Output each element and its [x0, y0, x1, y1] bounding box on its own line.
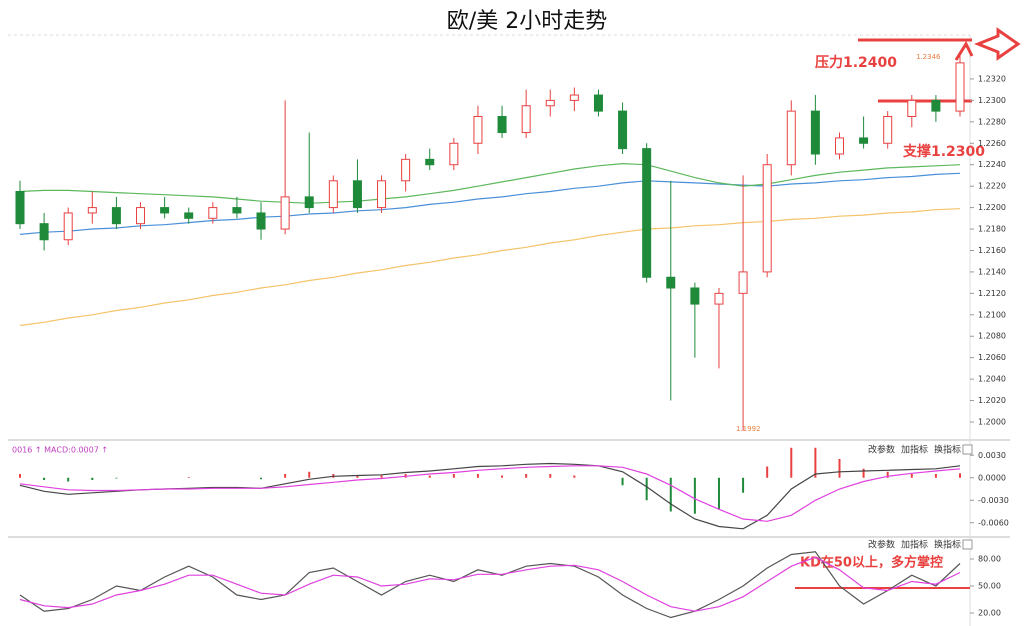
candle-body — [425, 158, 435, 166]
candle-body — [256, 212, 266, 230]
candle-body — [859, 137, 869, 144]
candle-body — [810, 110, 820, 155]
candle-body — [184, 212, 194, 219]
y-tick-label: 0.0000 — [978, 473, 1006, 482]
candle-body — [280, 196, 290, 230]
line — [19, 208, 961, 327]
candle-body — [136, 207, 146, 225]
annotation: KD在50以上，多方掌控 — [800, 555, 943, 571]
line — [19, 551, 961, 619]
annotation: 压力1.2400 — [815, 54, 897, 71]
candle-body — [786, 110, 796, 166]
y-tick-label: 1.2160 — [978, 246, 1006, 255]
line — [19, 162, 961, 204]
candle-body — [642, 148, 652, 278]
candle-body — [15, 191, 25, 225]
candle-body — [352, 180, 362, 209]
candle-body — [690, 287, 700, 305]
candle-body — [762, 164, 772, 273]
candle-body — [955, 62, 965, 112]
close-button[interactable] — [962, 539, 973, 550]
y-tick-label: -0.0030 — [978, 496, 1009, 505]
close-button[interactable] — [962, 444, 973, 455]
candle-body — [521, 105, 531, 134]
candle-body — [473, 115, 483, 144]
y-tick-label: 1.2240 — [978, 160, 1006, 169]
candle-body — [569, 94, 579, 101]
chart-title: 欧/美 2小时走势 — [447, 9, 607, 34]
candle-body — [618, 110, 628, 150]
candle-body — [304, 196, 314, 209]
button[interactable]: 加指标 — [901, 539, 928, 551]
y-tick-label: 1.2060 — [978, 353, 1006, 362]
candle-body — [328, 180, 338, 209]
y-tick-label: 1.2020 — [978, 396, 1006, 405]
y-tick-label: 0.0030 — [978, 451, 1006, 460]
y-tick-label: 1.2220 — [978, 182, 1006, 191]
y-tick-label: 1.2000 — [978, 417, 1006, 426]
candle-body — [883, 115, 893, 144]
candle-body — [449, 142, 459, 166]
candle-body — [907, 99, 917, 117]
candle-body — [208, 207, 218, 219]
candle-body — [160, 207, 170, 214]
candle-body — [497, 115, 507, 134]
y-tick-label: -0.0060 — [978, 518, 1009, 527]
candle-body — [666, 276, 676, 289]
candle-body — [111, 207, 121, 225]
candle-body — [377, 180, 387, 209]
y-tick-label: 80.00 — [978, 555, 1001, 564]
y-tick-label: 1.2280 — [978, 117, 1006, 126]
y-tick-label: 1.2320 — [978, 74, 1006, 83]
y-tick-label: 1.2120 — [978, 289, 1006, 298]
y-tick-label: 1.2300 — [978, 96, 1006, 105]
y-tick-label: 20.00 — [978, 609, 1001, 618]
line — [19, 556, 961, 612]
button[interactable]: 换指标 — [934, 444, 961, 456]
candle-body — [87, 207, 97, 214]
button[interactable]: 加指标 — [901, 444, 928, 456]
y-tick-label: 1.2200 — [978, 203, 1006, 212]
candle-body — [593, 94, 603, 112]
y-tick-label: 1.2040 — [978, 375, 1006, 384]
low-label: 1.1992 — [736, 425, 761, 433]
macd-header: 0016 ↑ MACD:0.0007 ↑ — [12, 446, 108, 455]
candle-body — [232, 207, 242, 214]
y-tick-label: 1.2080 — [978, 332, 1006, 341]
y-tick-label: 50.00 — [978, 582, 1001, 591]
line — [19, 465, 961, 522]
high-label: 1.2346 — [916, 53, 941, 61]
y-tick-label: 1.2180 — [978, 225, 1006, 234]
button[interactable]: 换指标 — [934, 539, 961, 551]
candle-body — [545, 99, 555, 107]
candle-body — [63, 212, 73, 241]
arrow-icon — [973, 27, 1021, 61]
y-tick-label: 1.2260 — [978, 139, 1006, 148]
candle-body — [738, 271, 748, 294]
candle-body — [401, 158, 411, 182]
annotation: 支撑1.2300 — [902, 143, 985, 160]
button[interactable]: 改参数 — [868, 444, 895, 456]
y-tick-label: 1.2100 — [978, 310, 1006, 319]
candle-body — [834, 137, 844, 155]
candle-body — [714, 292, 724, 305]
candle-body — [931, 99, 941, 112]
button[interactable]: 改参数 — [868, 539, 895, 551]
y-tick-label: 1.2140 — [978, 267, 1006, 276]
candle-body — [39, 223, 49, 241]
arrow-icon — [954, 40, 974, 61]
line — [19, 172, 961, 235]
